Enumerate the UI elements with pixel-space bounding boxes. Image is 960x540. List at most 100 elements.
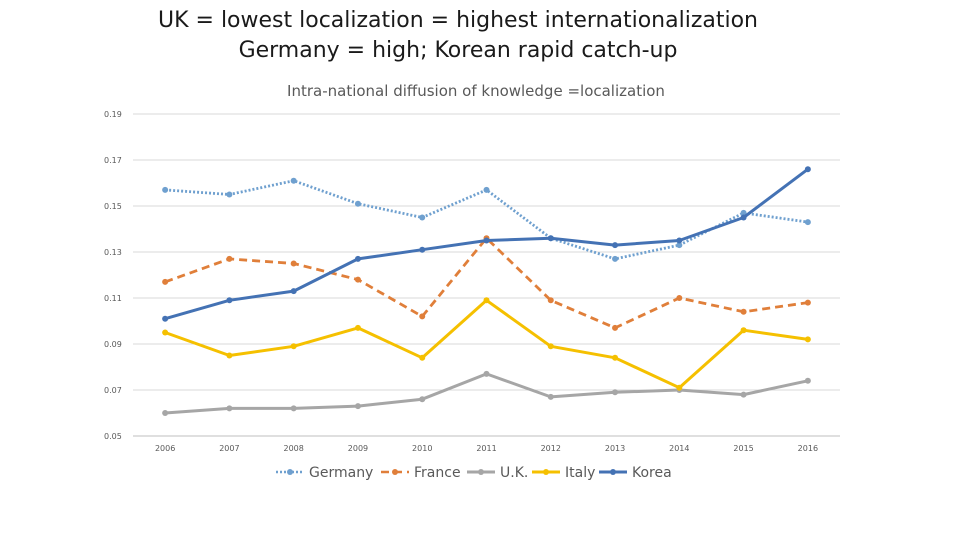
y-tick-label: 0.17 [104, 156, 122, 165]
data-point-france [354, 276, 361, 283]
legend-label: Italy [565, 465, 595, 481]
series-u-k [162, 370, 811, 416]
data-point-italy [547, 343, 554, 350]
x-tick-label: 2016 [798, 444, 818, 453]
data-point-germany [804, 219, 811, 226]
x-tick-label: 2006 [155, 444, 175, 453]
data-point-u-k [740, 391, 747, 398]
series-line-france [164, 236, 809, 330]
data-point-korea [354, 255, 361, 262]
data-point-germany [354, 200, 361, 207]
x-tick-label: 2011 [476, 444, 496, 453]
data-point-france [612, 324, 619, 331]
legend-swatch-marker [478, 469, 484, 475]
slide-title-line-2: Germany = high; Korean rapid catch-up [238, 38, 678, 63]
y-tick-label: 0.19 [104, 110, 122, 119]
x-tick-label: 2010 [412, 444, 432, 453]
legend-item-france: France [381, 465, 461, 481]
chart-title: Intra-national diffusion of knowledge =l… [287, 82, 665, 100]
slide-title: UK = lowest localization = highest inter… [0, 6, 916, 66]
data-point-u-k [804, 377, 811, 384]
series-germany [162, 177, 811, 262]
data-point-france [162, 278, 169, 285]
data-point-korea [804, 166, 811, 173]
legend-label: Korea [632, 465, 672, 481]
series-group [162, 166, 811, 416]
data-point-u-k [612, 389, 619, 396]
data-point-italy [419, 354, 426, 361]
legend-swatch-marker [543, 469, 549, 475]
data-point-italy [483, 297, 490, 304]
gridlines [133, 113, 840, 437]
y-tick-label: 0.07 [104, 386, 122, 395]
data-point-italy [612, 354, 619, 361]
data-point-korea [290, 288, 297, 295]
series-italy [162, 297, 811, 391]
data-point-germany [612, 255, 619, 262]
data-point-france [419, 313, 426, 320]
data-point-korea [419, 246, 426, 253]
legend-swatch-marker [287, 469, 293, 475]
y-tick-label: 0.15 [104, 202, 122, 211]
data-point-korea [547, 235, 554, 242]
data-point-germany [676, 242, 683, 249]
data-point-italy [804, 336, 811, 343]
x-tick-label: 2009 [348, 444, 368, 453]
series-korea [162, 166, 811, 322]
data-point-u-k [547, 393, 554, 400]
data-point-u-k [290, 405, 297, 412]
data-point-france [676, 295, 683, 301]
data-point-france [740, 308, 747, 315]
data-point-korea [612, 242, 619, 249]
legend-item-u-k: U.K. [467, 465, 528, 481]
data-point-korea [226, 297, 233, 304]
data-point-u-k [483, 370, 490, 377]
data-point-france [547, 297, 554, 304]
x-axis: 2006 2007 2008 2009 2010 2011 2012 2013 2014 2015… [155, 444, 818, 453]
data-point-italy [676, 384, 683, 391]
data-point-germany [226, 191, 233, 198]
data-point-italy [226, 352, 233, 359]
series-line-germany [165, 179, 809, 261]
data-point-france [226, 255, 233, 262]
data-point-germany [419, 214, 426, 221]
data-point-korea [740, 214, 747, 221]
data-point-italy [354, 324, 361, 331]
legend-swatch-marker [610, 469, 616, 475]
y-tick-label: 0.09 [104, 340, 122, 349]
x-tick-label: 2008 [284, 444, 304, 453]
data-point-u-k [226, 405, 233, 412]
data-point-u-k [419, 396, 426, 403]
slide-title-line-1: UK = lowest localization = highest inter… [158, 8, 758, 33]
data-point-korea [483, 237, 490, 244]
series-france [162, 235, 811, 331]
y-tick-label: 0.11 [104, 294, 122, 303]
x-tick-label: 2012 [541, 444, 561, 453]
x-tick-label: 2007 [219, 444, 239, 453]
data-point-italy [162, 329, 169, 336]
data-point-france [804, 299, 811, 306]
x-tick-label: 2014 [669, 444, 689, 453]
data-point-italy [290, 343, 297, 350]
data-point-korea [676, 237, 683, 244]
data-point-germany [162, 186, 169, 193]
y-tick-label: 0.13 [104, 248, 122, 257]
data-point-france [290, 260, 297, 267]
data-point-u-k [354, 403, 361, 410]
y-tick-label: 0.05 [104, 432, 122, 441]
data-point-germany [483, 186, 490, 193]
y-axis: 0.05 0.07 0.09 0.11 0.13 0.15 0.17 0.19 [104, 110, 122, 441]
data-point-italy [740, 327, 747, 334]
legend-swatch-marker [392, 469, 398, 475]
data-point-korea [162, 315, 169, 322]
legend-label: France [414, 465, 461, 481]
x-tick-label: 2013 [605, 444, 625, 453]
legend-label: Germany [309, 465, 373, 481]
legend-item-korea: Korea [599, 465, 672, 481]
legend-item-italy: Italy [532, 465, 595, 481]
series-line-u-k [165, 372, 809, 415]
legend: Germany France U.K. Italy Korea [276, 465, 672, 481]
data-point-germany [740, 209, 747, 216]
data-point-u-k [162, 410, 169, 416]
